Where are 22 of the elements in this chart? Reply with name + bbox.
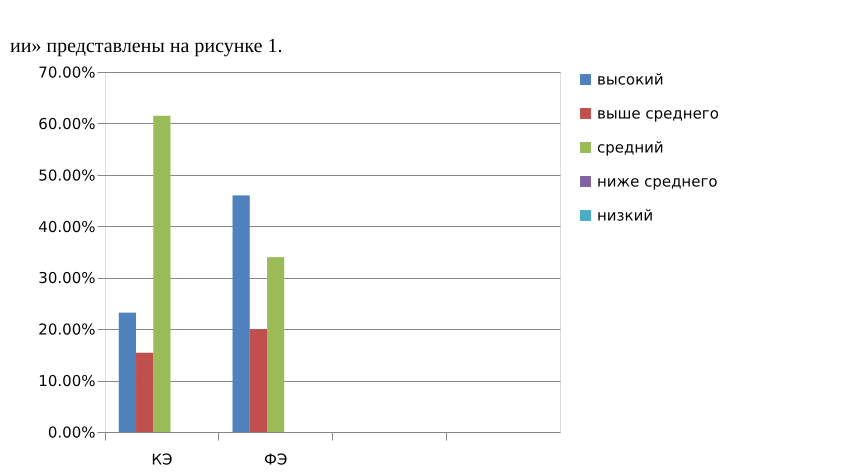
- legend-label: средний: [597, 138, 664, 156]
- legend-label: высокий: [597, 70, 664, 88]
- y-tick-label: 40.00%: [38, 218, 96, 236]
- x-tick-label: КЭ: [151, 450, 172, 468]
- y-tick-label: 70.00%: [38, 64, 96, 82]
- legend-label: низкий: [597, 206, 654, 224]
- bar: [153, 116, 170, 432]
- y-tick-label: 20.00%: [38, 320, 96, 339]
- y-tick-label: 0.00%: [48, 424, 96, 442]
- bar: [118, 312, 136, 432]
- y-tick-label: 60.00%: [38, 114, 96, 133]
- y-tick-label: 10.00%: [38, 372, 96, 390]
- y-tick-label: 50.00%: [38, 166, 96, 184]
- bar: [267, 257, 284, 432]
- bar: [232, 195, 250, 432]
- legend-label: выше среднего: [597, 104, 719, 122]
- x-tick-label: ФЭ: [264, 450, 288, 468]
- legend-label: ниже среднего: [597, 172, 718, 190]
- text: ии» представлены на рисунке 1.: [10, 35, 283, 57]
- bar: [136, 352, 154, 432]
- y-tick-label: 30.00%: [38, 269, 96, 288]
- bar: [250, 329, 268, 432]
